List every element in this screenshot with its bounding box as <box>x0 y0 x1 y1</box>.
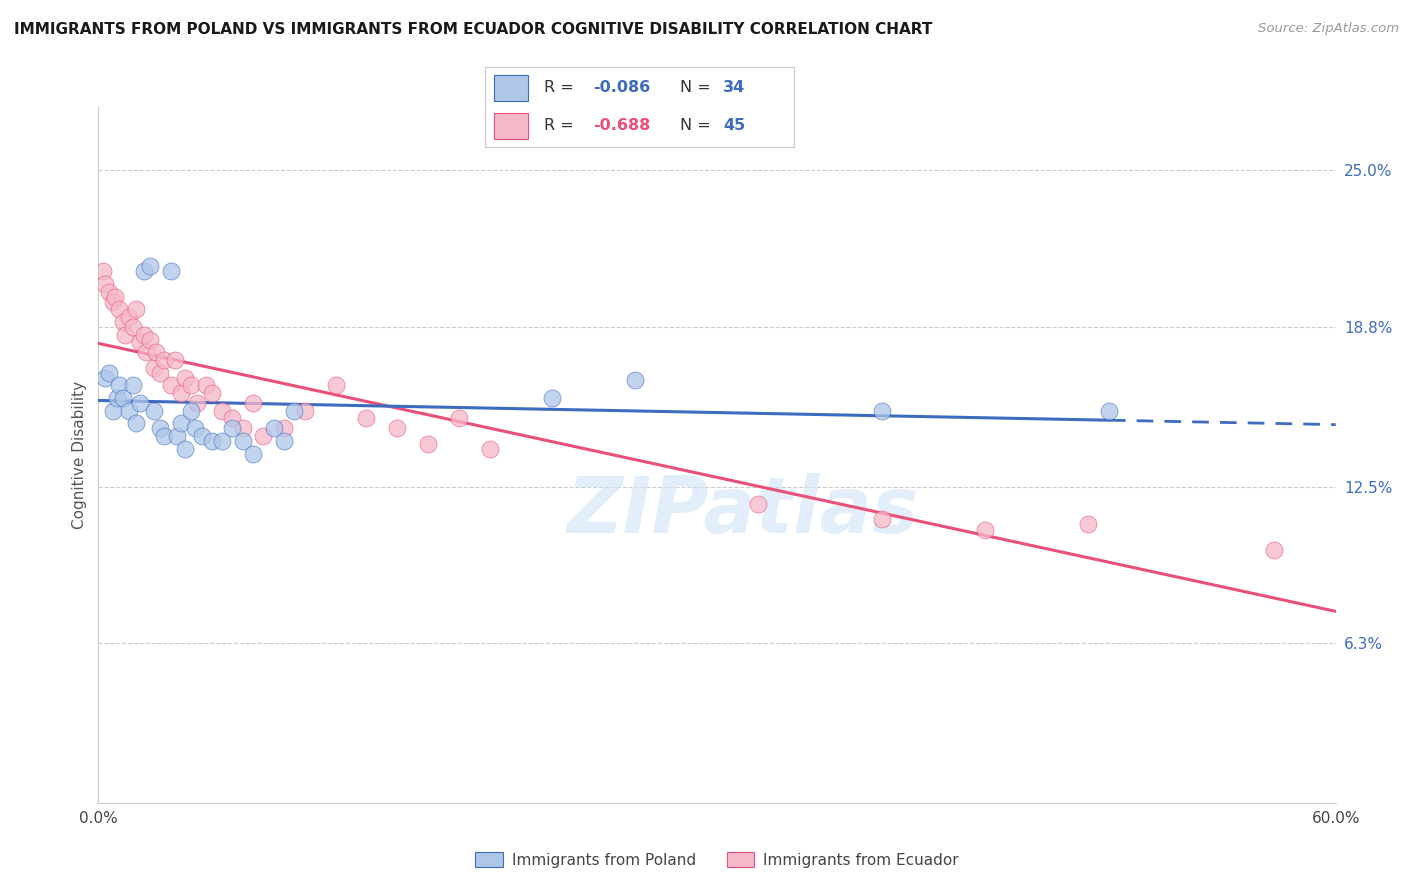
Point <box>139 260 162 274</box>
Point <box>108 302 131 317</box>
Point <box>104 290 127 304</box>
Point <box>180 403 202 417</box>
Point <box>170 386 193 401</box>
Point <box>153 353 176 368</box>
Point <box>149 366 172 380</box>
Point <box>153 429 176 443</box>
Point <box>283 403 305 417</box>
Point <box>143 403 166 417</box>
Text: N =: N = <box>681 80 716 95</box>
Point <box>252 429 274 443</box>
Text: ZIPatlas: ZIPatlas <box>565 473 918 549</box>
Point <box>449 411 471 425</box>
Point <box>194 378 217 392</box>
Point <box>242 396 264 410</box>
Point <box>132 327 155 342</box>
Point <box>118 310 141 324</box>
Point <box>870 512 893 526</box>
Point <box>325 378 347 392</box>
Point <box>232 434 254 448</box>
Text: R =: R = <box>544 118 579 133</box>
Point <box>97 366 120 380</box>
Point <box>232 421 254 435</box>
Point <box>870 403 893 417</box>
Text: Source: ZipAtlas.com: Source: ZipAtlas.com <box>1258 22 1399 36</box>
Point <box>163 353 186 368</box>
FancyBboxPatch shape <box>495 75 529 102</box>
Point <box>108 378 131 392</box>
Point <box>747 497 769 511</box>
Point <box>174 370 197 384</box>
Point <box>387 421 409 435</box>
Point <box>132 264 155 278</box>
Point <box>166 429 188 443</box>
Point <box>118 403 141 417</box>
Point <box>143 360 166 375</box>
Point <box>135 345 157 359</box>
Point <box>201 386 224 401</box>
Point <box>974 523 997 537</box>
Text: IMMIGRANTS FROM POLAND VS IMMIGRANTS FROM ECUADOR COGNITIVE DISABILITY CORRELATI: IMMIGRANTS FROM POLAND VS IMMIGRANTS FRO… <box>14 22 932 37</box>
Point <box>122 378 145 392</box>
Text: 45: 45 <box>723 118 745 133</box>
Point <box>211 403 233 417</box>
Point <box>159 264 181 278</box>
Point <box>273 421 295 435</box>
Point <box>93 277 115 292</box>
Point <box>128 335 150 350</box>
Point <box>201 434 224 448</box>
Point <box>221 421 243 435</box>
Point <box>145 345 167 359</box>
Point <box>418 436 440 450</box>
Point <box>221 411 243 425</box>
Point <box>1077 517 1099 532</box>
Point <box>623 373 645 387</box>
Point <box>170 417 193 431</box>
Point <box>1098 403 1121 417</box>
Text: R =: R = <box>544 80 579 95</box>
Point <box>263 421 285 435</box>
Point <box>159 378 181 392</box>
Point <box>180 378 202 392</box>
Point <box>294 403 316 417</box>
Text: N =: N = <box>681 118 716 133</box>
Point <box>124 302 146 317</box>
Point <box>91 264 114 278</box>
Point <box>122 320 145 334</box>
Point <box>97 285 120 299</box>
Point <box>149 421 172 435</box>
Point <box>174 442 197 456</box>
Point <box>541 391 564 405</box>
Point <box>128 396 150 410</box>
Point <box>211 434 233 448</box>
Point <box>114 327 136 342</box>
Point <box>273 434 295 448</box>
FancyBboxPatch shape <box>495 112 529 139</box>
Text: -0.688: -0.688 <box>593 118 651 133</box>
Point <box>242 447 264 461</box>
Point <box>139 333 162 347</box>
Point <box>1263 542 1285 557</box>
Point <box>105 391 128 405</box>
Point <box>101 294 124 309</box>
Point <box>124 417 146 431</box>
Point <box>93 370 115 384</box>
Point <box>101 403 124 417</box>
Point <box>112 315 135 329</box>
Point <box>190 429 212 443</box>
Point <box>112 391 135 405</box>
Point <box>184 421 207 435</box>
Text: -0.086: -0.086 <box>593 80 651 95</box>
Point <box>479 442 502 456</box>
Text: 34: 34 <box>723 80 745 95</box>
Y-axis label: Cognitive Disability: Cognitive Disability <box>72 381 87 529</box>
Legend: Immigrants from Poland, Immigrants from Ecuador: Immigrants from Poland, Immigrants from … <box>468 845 966 875</box>
Point <box>186 396 208 410</box>
Point <box>356 411 378 425</box>
